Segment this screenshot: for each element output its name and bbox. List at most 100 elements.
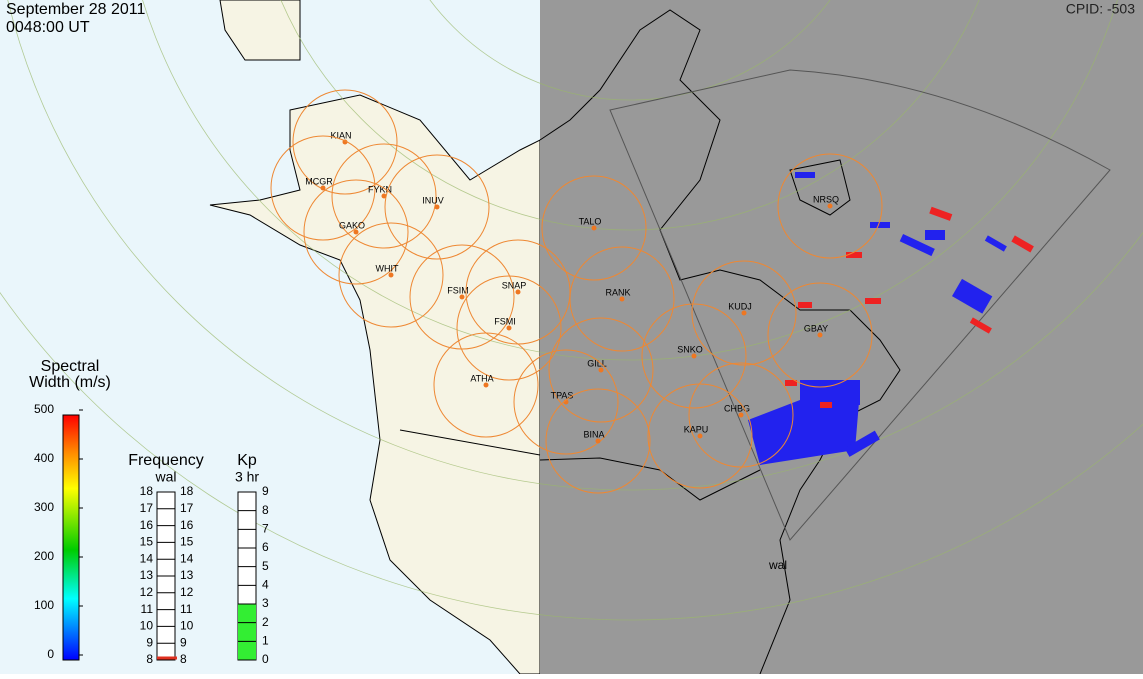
radar-range xyxy=(569,246,675,352)
radar-label: TPAS xyxy=(551,390,574,400)
radar-label: FSMI xyxy=(494,316,516,326)
radar-site xyxy=(353,229,359,235)
colorbar-tick-label: 300 xyxy=(34,500,54,514)
radar-label: FSIM xyxy=(447,285,469,295)
cpid: CPID: -503 xyxy=(1066,1,1135,17)
radar-site xyxy=(817,332,823,338)
kp-title: Kp xyxy=(237,452,257,469)
radar-site xyxy=(591,225,597,231)
radar-site xyxy=(741,310,747,316)
frequency-tick-label: 9 xyxy=(146,635,153,649)
colorbar-tick-label: 500 xyxy=(34,402,54,416)
land-outline xyxy=(399,9,901,675)
radar-site xyxy=(459,294,465,300)
radar-label: ATHA xyxy=(470,373,493,383)
radar-range xyxy=(384,154,490,260)
radar-site xyxy=(381,193,387,199)
kp-tick-label: 8 xyxy=(262,503,269,517)
frequency-tick-label: 16 xyxy=(180,518,194,532)
date: September 28 2011 xyxy=(6,1,145,18)
frequency-tick-label: 13 xyxy=(140,568,154,582)
radar-range xyxy=(331,143,437,249)
frequency-tick-label: 11 xyxy=(180,602,193,616)
radar-range xyxy=(456,275,562,381)
frequency-tick-label: 8 xyxy=(180,652,187,666)
radar-range xyxy=(691,260,797,366)
radar-label: SNKO xyxy=(677,344,703,354)
kp-tick-label: 0 xyxy=(262,652,269,666)
radar-label: CHBG xyxy=(724,403,750,413)
frequency-tick-label: 14 xyxy=(140,551,154,565)
kp-tick-label: 4 xyxy=(262,578,269,592)
colorbar-tick-label: 0 xyxy=(47,647,54,661)
frequency-tick-label: 17 xyxy=(140,501,154,515)
radar-site xyxy=(506,325,512,331)
colorbar xyxy=(62,414,80,661)
colorbar-tick-label: 100 xyxy=(34,598,54,612)
frequency-tick-label: 15 xyxy=(180,535,194,549)
frequency-tick-label: 10 xyxy=(180,619,194,633)
radar-label: INUV xyxy=(422,195,444,205)
radar-site xyxy=(598,367,604,373)
radar-label: GAKO xyxy=(339,220,365,230)
radar-label: NRSQ xyxy=(813,194,839,204)
radar-label: GILL xyxy=(587,358,607,368)
radar-site xyxy=(827,203,833,209)
radar-label: RANK xyxy=(605,287,630,297)
frequency-station: wal xyxy=(154,469,176,485)
radar-range xyxy=(548,317,654,423)
radar-label: FYKN xyxy=(368,184,392,194)
radar-site xyxy=(515,289,521,295)
radar-range xyxy=(338,222,444,328)
frequency-tick-label: 13 xyxy=(180,568,194,582)
radar-label: KIAN xyxy=(330,130,351,140)
kp-tick-label: 3 xyxy=(262,596,269,610)
radar-site xyxy=(738,412,744,418)
radar-site xyxy=(388,272,394,278)
radar-site xyxy=(483,382,489,388)
frequency-tick-label: 10 xyxy=(140,619,154,633)
site-label: wal xyxy=(768,558,787,572)
radar-site xyxy=(595,438,601,444)
frequency-title: Frequency xyxy=(128,452,204,469)
radar-range xyxy=(777,153,883,259)
kp-tick-label: 2 xyxy=(262,615,269,629)
kp-tick-label: 9 xyxy=(262,484,269,498)
kp-tick-label: 7 xyxy=(262,522,269,536)
kp-bar xyxy=(238,604,256,660)
colorbar-tick-label: 400 xyxy=(34,451,54,465)
colorbar-title: Spectral xyxy=(41,358,100,375)
grid-circles xyxy=(0,0,1143,621)
frequency-tick-label: 11 xyxy=(141,602,154,616)
kp-subtitle: 3 hr xyxy=(235,469,259,485)
radar-range xyxy=(541,175,647,281)
radar-label: MCGR xyxy=(305,176,333,186)
radar-range xyxy=(433,332,539,438)
frequency-tick-label: 18 xyxy=(140,484,154,498)
frequency-tick-label: 9 xyxy=(180,635,187,649)
radar-range xyxy=(647,383,753,489)
radar-range xyxy=(641,303,747,409)
radar-range xyxy=(409,244,515,350)
radar-range xyxy=(270,135,376,241)
frequency-tick-label: 14 xyxy=(180,551,194,565)
radar-layer: KIAN MCGR FYKN INUV GAKO WHIT FSIM SNAP FSMI TALO… xyxy=(270,89,883,494)
radar-site xyxy=(619,296,625,302)
radar-range xyxy=(545,388,651,494)
frequency-tick-label: 15 xyxy=(140,535,154,549)
radar-label: GBAY xyxy=(804,323,828,333)
radar-site xyxy=(320,185,326,191)
echoes xyxy=(748,172,1034,465)
radar-site xyxy=(697,433,703,439)
radar-range xyxy=(513,349,619,455)
frequency-tick-label: 8 xyxy=(146,652,153,666)
radar-site xyxy=(691,353,697,359)
radar-label: SNAP xyxy=(502,280,527,290)
fov xyxy=(609,69,1111,541)
radar-label: KAPU xyxy=(684,424,709,434)
radar-label: KUDJ xyxy=(728,301,752,311)
radar-label: WHIT xyxy=(376,263,399,273)
radar-label: BINA xyxy=(583,429,604,439)
frequency-tick-label: 18 xyxy=(180,484,194,498)
